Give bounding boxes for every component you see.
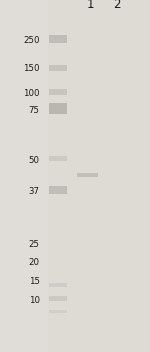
- Bar: [48, 0, 150, 352]
- Text: 1: 1: [86, 0, 94, 11]
- Bar: [49, 310, 67, 313]
- Text: 37: 37: [29, 187, 40, 196]
- Bar: [49, 103, 67, 114]
- Text: 50: 50: [29, 156, 40, 165]
- Bar: [49, 283, 67, 287]
- Text: 20: 20: [29, 258, 40, 267]
- Bar: [49, 89, 67, 95]
- Text: 150: 150: [23, 64, 40, 73]
- Text: 25: 25: [29, 240, 40, 249]
- Bar: [49, 35, 67, 43]
- Text: 10: 10: [29, 296, 40, 306]
- Text: 2: 2: [113, 0, 121, 11]
- Bar: [49, 296, 67, 301]
- Bar: [49, 186, 67, 194]
- Bar: [49, 65, 67, 71]
- Bar: [77, 173, 98, 177]
- Text: 75: 75: [29, 106, 40, 115]
- Text: 15: 15: [29, 277, 40, 286]
- Bar: [49, 156, 67, 161]
- Text: 100: 100: [23, 89, 40, 98]
- Text: 250: 250: [23, 36, 40, 45]
